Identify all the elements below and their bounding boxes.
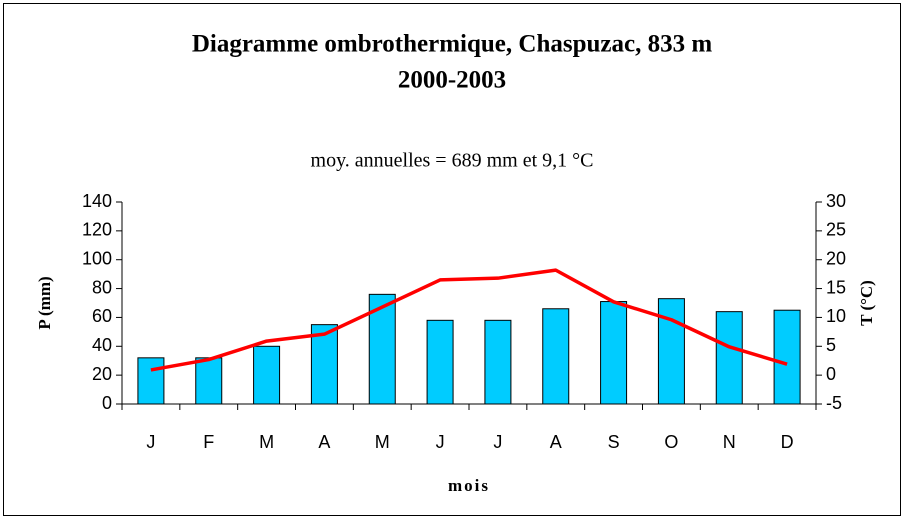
bar [600, 301, 628, 405]
bar [426, 319, 454, 405]
bar [137, 357, 165, 405]
x-tick-label: M [259, 432, 274, 452]
chart-title: Diagramme ombrothermique, Chaspuzac, 833… [192, 31, 712, 58]
line [150, 268, 788, 372]
y-tick-label: 100 [82, 248, 112, 268]
x-tick-label: M [375, 432, 390, 452]
x-tick-label: F [203, 432, 214, 452]
bar [657, 298, 685, 405]
y2-tick-label: 20 [826, 248, 846, 268]
bar [195, 357, 223, 405]
x-tick-label: J [436, 432, 445, 452]
bar [773, 309, 801, 405]
bar [542, 308, 570, 405]
y-tick-label: 20 [92, 364, 112, 384]
y-tick-label: 60 [92, 306, 112, 326]
x-tick-label: O [664, 432, 678, 452]
y-tick-label: 0 [102, 393, 112, 413]
y2-tick-label: -5 [826, 393, 842, 413]
bar [715, 311, 743, 405]
annotation: moy. annuelles = 689 mm et 9,1 °C [311, 150, 594, 172]
y-tick-label: 120 [82, 220, 112, 240]
y-tick-label: 40 [92, 335, 112, 355]
y2-axis-label: T (°C) [857, 280, 876, 326]
x-tick-label: S [608, 432, 620, 452]
x-tick-label: A [550, 432, 562, 452]
y-tick-label: 80 [92, 277, 112, 297]
y2-tick-label: 0 [826, 364, 836, 384]
x-tick-label: J [493, 432, 502, 452]
frame [3, 3, 901, 516]
bar [484, 319, 512, 405]
x-tick-label: N [723, 432, 736, 452]
x-tick-label: D [781, 432, 794, 452]
y2-tick-label: 10 [826, 306, 846, 326]
bar [253, 345, 281, 405]
x-axis-label: mois [448, 476, 490, 495]
x-tick-label: A [318, 432, 330, 452]
y2-tick-label: 30 [826, 191, 846, 211]
chart-title: 2000-2003 [398, 67, 506, 94]
y-tick-label: 140 [82, 191, 112, 211]
y-axis-label: P (mm) [35, 276, 54, 329]
x-tick-label: J [146, 432, 155, 452]
y2-tick-label: 15 [826, 277, 846, 297]
y2-tick-label: 25 [826, 220, 846, 240]
bar [310, 324, 338, 405]
y2-tick-label: 5 [826, 335, 836, 355]
